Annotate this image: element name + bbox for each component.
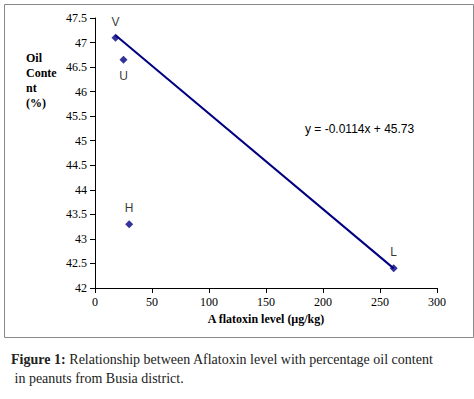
svg-text:45: 45 bbox=[75, 134, 87, 148]
svg-text:A flatoxin level (µg/kg): A flatoxin level (µg/kg) bbox=[208, 312, 325, 326]
svg-text:Oil: Oil bbox=[26, 51, 43, 65]
svg-text:42: 42 bbox=[75, 281, 87, 295]
svg-text:(%): (%) bbox=[26, 96, 46, 110]
svg-text:300: 300 bbox=[428, 295, 446, 309]
svg-text:H: H bbox=[125, 201, 134, 215]
svg-text:0: 0 bbox=[92, 295, 98, 309]
svg-text:in peanuts from Busia district: in peanuts from Busia district. bbox=[11, 371, 184, 386]
svg-text:200: 200 bbox=[314, 295, 332, 309]
svg-text:42.5: 42.5 bbox=[66, 256, 87, 270]
svg-text:43: 43 bbox=[75, 232, 87, 246]
svg-text:150: 150 bbox=[257, 295, 275, 309]
svg-text:nt: nt bbox=[26, 81, 37, 95]
svg-text:47.5: 47.5 bbox=[66, 11, 87, 25]
svg-text:44.5: 44.5 bbox=[66, 158, 87, 172]
svg-text:50: 50 bbox=[146, 295, 158, 309]
svg-text:44: 44 bbox=[75, 183, 87, 197]
svg-text:Relationship between Aflatoxin: Relationship between Aflatoxin level wit… bbox=[66, 352, 433, 367]
svg-text:47: 47 bbox=[75, 36, 87, 50]
svg-text:46: 46 bbox=[75, 85, 87, 99]
svg-text:U: U bbox=[119, 69, 128, 83]
svg-text:46.5: 46.5 bbox=[66, 60, 87, 74]
svg-text:43.5: 43.5 bbox=[66, 207, 87, 221]
svg-text:y = -0.0114x + 45.73: y = -0.0114x + 45.73 bbox=[305, 122, 415, 136]
svg-text:V: V bbox=[112, 15, 120, 29]
svg-text:Conte: Conte bbox=[26, 66, 57, 80]
svg-text:45.5: 45.5 bbox=[66, 109, 87, 123]
svg-text:250: 250 bbox=[371, 295, 389, 309]
svg-text:L: L bbox=[390, 245, 397, 259]
svg-text:100: 100 bbox=[200, 295, 218, 309]
svg-text:Figure 1:: Figure 1: bbox=[11, 352, 66, 367]
